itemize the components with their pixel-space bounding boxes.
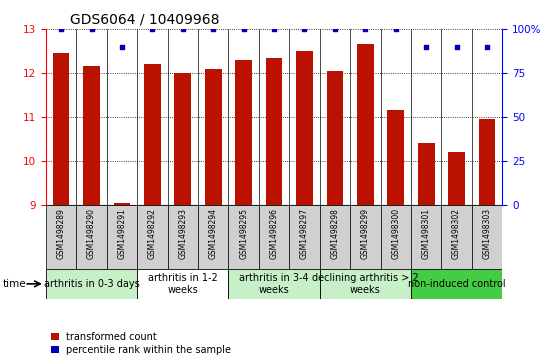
Bar [113,203,130,205]
Text: GSM1498303: GSM1498303 [483,208,491,260]
Bar [381,205,411,269]
Bar [327,71,343,205]
Bar [472,205,502,269]
Point [239,26,248,32]
Bar [266,58,282,205]
Bar [174,73,191,205]
Point [57,26,65,32]
Text: GSM1498298: GSM1498298 [330,208,339,259]
Bar [411,205,441,269]
Point [392,26,400,32]
Point [87,26,96,32]
Bar [350,205,381,269]
Text: GSM1498289: GSM1498289 [57,208,66,259]
Bar [53,53,70,205]
Text: GSM1498299: GSM1498299 [361,208,370,259]
Bar [144,64,161,205]
Text: GSM1498293: GSM1498293 [178,208,187,259]
Bar [83,66,100,205]
Bar [478,119,495,205]
Point [483,44,491,50]
Text: GSM1498292: GSM1498292 [148,208,157,259]
Point [330,26,339,32]
Text: arthritis in 1-2
weeks: arthritis in 1-2 weeks [148,273,218,295]
Text: GSM1498290: GSM1498290 [87,208,96,259]
Bar [107,205,137,269]
Bar [418,143,435,205]
Text: non-induced control: non-induced control [408,279,505,289]
Text: GSM1498302: GSM1498302 [452,208,461,259]
Bar [289,205,320,269]
Point [270,26,279,32]
Bar [320,205,350,269]
Bar [198,205,228,269]
Bar [167,205,198,269]
Bar [259,205,289,269]
Text: declining arthritis > 2
weeks: declining arthritis > 2 weeks [312,273,419,295]
Text: GDS6064 / 10409968: GDS6064 / 10409968 [70,13,220,27]
Text: GSM1498295: GSM1498295 [239,208,248,259]
Bar [76,205,107,269]
Text: GSM1498301: GSM1498301 [422,208,431,259]
Text: arthritis in 3-4
weeks: arthritis in 3-4 weeks [239,273,309,295]
Legend: transformed count, percentile rank within the sample: transformed count, percentile rank withi… [51,331,231,355]
Bar [387,110,404,205]
Text: GSM1498291: GSM1498291 [118,208,126,259]
Bar [205,69,221,205]
Bar [228,269,320,299]
Bar [448,152,465,205]
Bar [411,269,502,299]
Bar [228,205,259,269]
Text: GSM1498296: GSM1498296 [269,208,279,259]
Bar [46,205,76,269]
Point [422,44,430,50]
Bar [296,51,313,205]
Point [453,44,461,50]
Point [178,26,187,32]
Point [148,26,157,32]
Bar [357,44,374,205]
Text: arthritis in 0-3 days: arthritis in 0-3 days [44,279,139,289]
Point [209,26,218,32]
Point [361,26,370,32]
Bar [137,205,167,269]
Point [300,26,309,32]
Bar [46,269,137,299]
Bar [320,269,411,299]
Text: GSM1498294: GSM1498294 [208,208,218,259]
Bar [441,205,472,269]
Bar [137,269,228,299]
Text: GSM1498297: GSM1498297 [300,208,309,259]
Point [118,44,126,50]
Text: GSM1498300: GSM1498300 [391,208,400,260]
Bar [235,60,252,205]
Text: time: time [3,279,26,289]
